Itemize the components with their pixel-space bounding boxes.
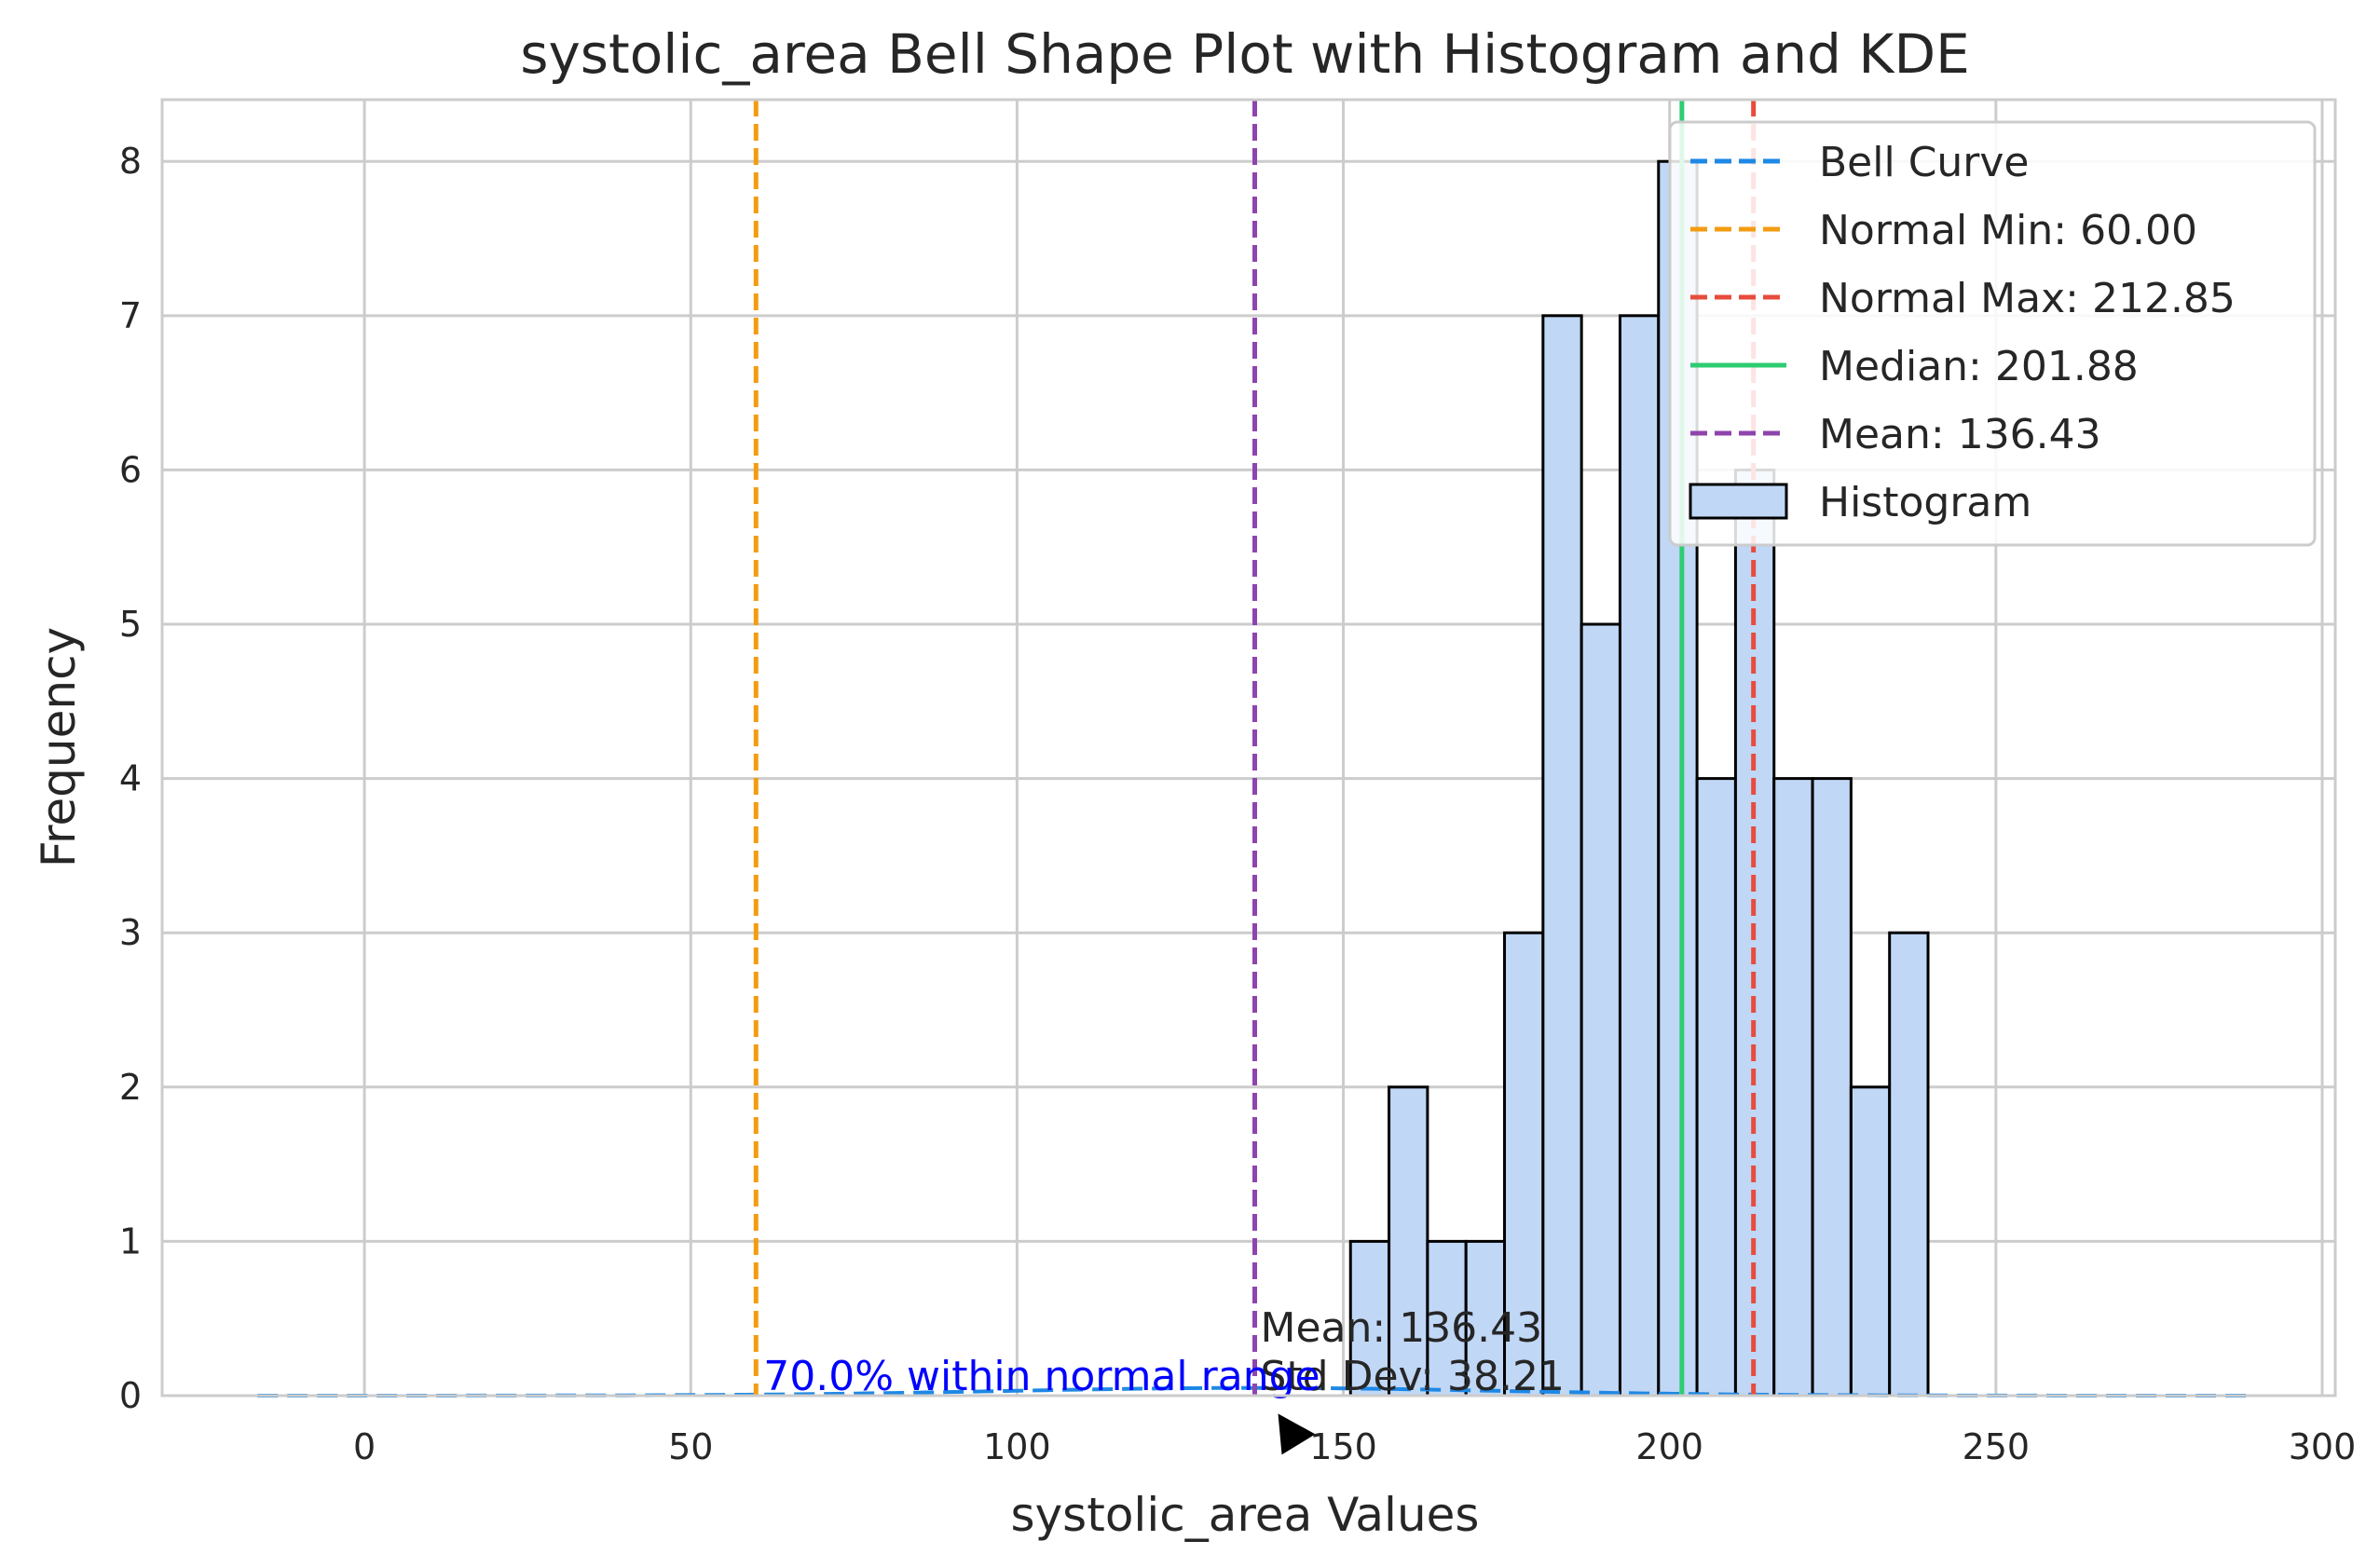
x-tick-label: 100	[983, 1426, 1051, 1467]
histogram-bar	[1618, 314, 1661, 1398]
chart-title: systolic_area Bell Shape Plot with Histo…	[520, 22, 1970, 86]
histogram-bar	[1388, 1085, 1429, 1398]
plot-frame	[160, 98, 2337, 1398]
histogram-bar	[1695, 777, 1737, 1398]
x-tick-label: 0	[353, 1426, 376, 1467]
x-tick-label: 300	[2289, 1426, 2357, 1467]
histogram-bar	[1580, 622, 1621, 1398]
mean-annotation: Mean: 136.43	[1261, 1304, 1543, 1352]
x-axis-ticks: 0 50 100 150 200 250 300	[353, 1426, 2356, 1467]
y-tick-label: 4	[119, 758, 142, 799]
histogram-bar	[1772, 777, 1814, 1398]
percent-annotation: 70.0% within normal range	[763, 1353, 1320, 1400]
legend-box	[1668, 120, 2317, 547]
legend-swatch	[1689, 483, 1788, 520]
y-tick-label: 5	[119, 604, 142, 645]
y-tick-label: 2	[119, 1067, 142, 1108]
y-tick-label: 1	[119, 1220, 142, 1261]
histogram-bar	[1811, 777, 1853, 1398]
histogram-bar	[1426, 1239, 1468, 1398]
std-annotation: Std Dev: 38.21	[1261, 1353, 1565, 1400]
y-axis-label: Frequency	[32, 627, 86, 867]
x-tick-label: 150	[1309, 1426, 1377, 1467]
y-tick-label: 7	[119, 295, 142, 336]
histogram-bars	[1348, 159, 1930, 1398]
legend-label: Bell Curve	[1819, 139, 2030, 186]
histogram-bar	[1503, 931, 1545, 1398]
legend-label: Histogram	[1819, 479, 2031, 526]
legend-label: Normal Max: 212.85	[1819, 275, 2236, 322]
histogram-bar	[1541, 314, 1583, 1398]
x-axis-label: systolic_area Values	[1011, 1488, 1480, 1542]
legend-label: Mean: 136.43	[1819, 411, 2101, 458]
y-tick-label: 8	[119, 141, 142, 182]
y-axis-ticks: 0 1 2 3 4 5 6 7 8	[119, 141, 142, 1416]
legend-label: Normal Min: 60.00	[1819, 207, 2197, 254]
x-tick-label: 50	[668, 1426, 713, 1467]
annotation-arrow-head	[1278, 1413, 1316, 1455]
histogram-bar	[1849, 1085, 1892, 1398]
x-tick-label: 200	[1635, 1426, 1703, 1467]
y-tick-label: 3	[119, 912, 142, 953]
y-tick-label: 6	[119, 449, 142, 490]
x-tick-label: 250	[1963, 1426, 2031, 1467]
y-tick-label: 0	[119, 1375, 142, 1416]
legend-label: Median: 201.88	[1819, 343, 2139, 390]
legend: Bell Curve Normal Min: 60.00 Normal Max: 2…	[1668, 120, 2317, 547]
histogram-bar	[1888, 931, 1930, 1398]
